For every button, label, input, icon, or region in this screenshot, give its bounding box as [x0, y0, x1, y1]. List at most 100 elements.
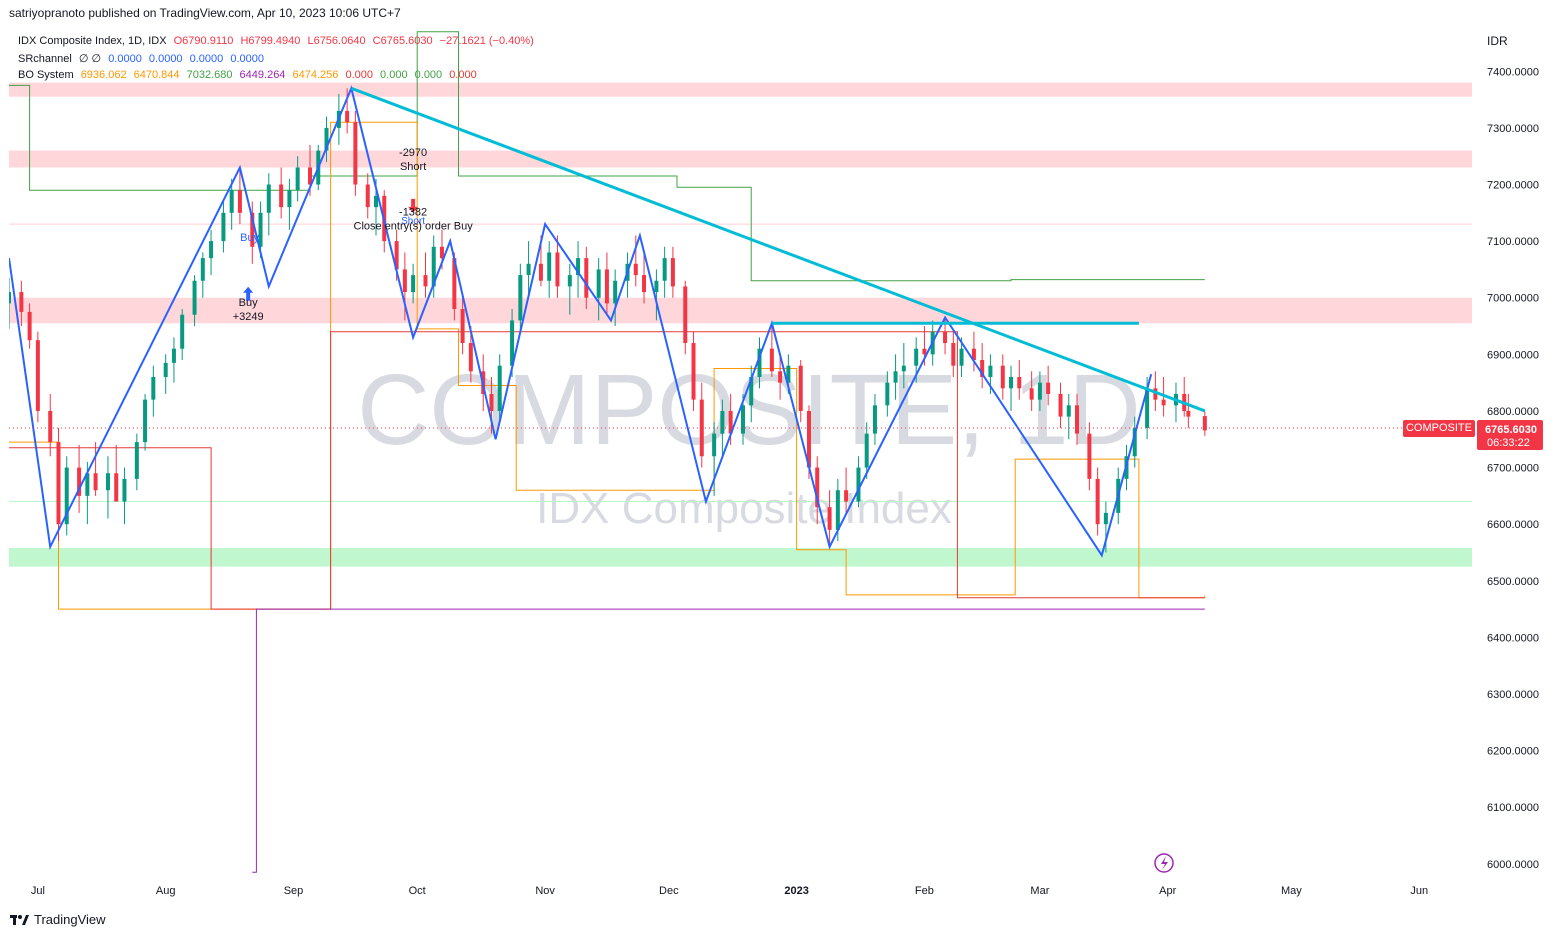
- watermark: COMPOSITE, 1D IDX Composite Index: [357, 354, 1140, 533]
- sr-zones: [9, 82, 1472, 567]
- candle-body: [555, 252, 560, 287]
- price-tick-label: 6100.0000: [1487, 802, 1539, 814]
- candle-body: [1058, 393, 1063, 417]
- time-axis[interactable]: Jul Aug Sep Oct Nov Dec 2023 Feb Mar Apr May Jun: [9, 878, 1477, 908]
- time-tick-label: Apr: [1159, 885, 1176, 897]
- candle-body: [901, 365, 906, 372]
- candle-body: [163, 362, 168, 377]
- price-tick-label: 6300.0000: [1487, 689, 1539, 701]
- candle-body: [1029, 388, 1034, 400]
- price-axis[interactable]: IDR 7400.0000 7300.0000 7200.0000 7100.0000…: [1477, 26, 1563, 886]
- close-order-label-line: -1382: [399, 207, 427, 219]
- legend-srchannel-value: 0.0000: [189, 53, 224, 65]
- tradingview-logo-icon: [10, 914, 29, 925]
- candle-body: [786, 365, 791, 383]
- legend-bo-row[interactable]: BO System 6936.062 6470.844 7032.680 644…: [18, 69, 481, 81]
- legend-srchannel-value: 0.0000: [108, 53, 142, 65]
- candle-body: [596, 269, 601, 298]
- candle-body: [1075, 405, 1080, 434]
- candle-body: [209, 241, 214, 259]
- price-tick-label: 6800.0000: [1487, 406, 1539, 418]
- price-tick-label: 7300.0000: [1487, 123, 1539, 135]
- candle-body: [114, 473, 119, 502]
- candle-body: [122, 478, 127, 502]
- candle-body: [468, 343, 473, 372]
- candle-body: [778, 371, 783, 383]
- candle-body: [48, 410, 53, 443]
- short-profit-label: -2970 Short: [399, 147, 427, 173]
- candle-body: [221, 212, 226, 242]
- candle-body: [237, 190, 242, 213]
- legend-change: −27.1621 (−0.40%): [439, 35, 534, 47]
- candle-body: [798, 365, 803, 411]
- time-tick-label: 2023: [784, 885, 808, 897]
- time-tick-label: Mar: [1030, 885, 1049, 897]
- candle-body: [151, 376, 156, 400]
- candle-body: [914, 348, 919, 366]
- drawings[interactable]: [8, 85, 1206, 558]
- bo-red-line: [9, 331, 1205, 610]
- zigzag-line: [8, 85, 1153, 558]
- candle-body: [27, 311, 32, 341]
- legend-srchannel-value: 0.0000: [230, 53, 264, 65]
- legend-bo-value: 6936.062: [80, 69, 127, 81]
- price-tick-label: 6200.0000: [1487, 746, 1539, 758]
- candle-body: [864, 433, 869, 468]
- short-arrow-icon: [408, 198, 419, 213]
- candle-body: [971, 348, 976, 361]
- candle-body: [7, 292, 11, 304]
- footer[interactable]: TradingView: [10, 912, 106, 927]
- legend-bo-value: 6474.256: [292, 69, 339, 81]
- candle-body: [1202, 416, 1207, 431]
- symbol-tag: COMPOSITE: [1403, 420, 1475, 437]
- price-chart[interactable]: COMPOSITE, 1D IDX Composite Index Buy +32…: [7, 26, 1477, 878]
- legend-srchannel-row[interactable]: SRchannel ∅ ∅ 0.0000 0.0000 0.0000 0.000…: [18, 52, 268, 65]
- candle-body: [402, 269, 407, 293]
- candle-body: [279, 184, 284, 208]
- legend-bo-value: 0.000: [449, 69, 477, 81]
- price-tick-label: 6900.0000: [1487, 349, 1539, 361]
- candle-body: [1103, 512, 1108, 525]
- price-tick-label: 7400.0000: [1487, 66, 1539, 78]
- last-price-value: 6765.6030: [1485, 424, 1537, 436]
- candle-body: [192, 280, 197, 315]
- candle-body: [64, 467, 69, 525]
- legend-symbol-row[interactable]: IDX Composite Index, 1D, IDX O6790.9110 …: [18, 35, 538, 47]
- candle-body: [308, 167, 313, 185]
- candle-body: [1132, 427, 1137, 457]
- candle-body: [324, 127, 329, 151]
- legend-bo-value: 0.000: [345, 69, 373, 81]
- candle-body: [497, 365, 502, 411]
- price-axis-ticks: 7400.0000 7300.0000 7200.0000 7100.0000 7000…: [1487, 66, 1539, 870]
- candle-body: [815, 467, 820, 508]
- candle-body: [143, 399, 148, 443]
- short-profit-label-line: Short: [400, 161, 426, 173]
- candle-body: [439, 246, 444, 259]
- candle-body: [1145, 388, 1150, 428]
- legend-srchannel-params: ∅ ∅: [78, 53, 102, 65]
- candle-body: [518, 275, 523, 321]
- candle-body: [547, 252, 552, 281]
- candle-body: [959, 348, 964, 366]
- price-axis-currency: IDR: [1487, 34, 1508, 48]
- candle-body: [806, 410, 811, 468]
- candle-body: [365, 184, 370, 208]
- candle-body: [856, 467, 861, 502]
- buy-label: Buy: [240, 232, 259, 244]
- time-tick-label: Jul: [31, 885, 45, 897]
- candle-body: [576, 258, 581, 276]
- candle-body: [1037, 382, 1042, 400]
- candle-body: [885, 382, 890, 406]
- candle-body: [180, 314, 185, 349]
- candle-body: [411, 275, 416, 293]
- alert-icon[interactable]: [1154, 853, 1174, 873]
- candle-body: [951, 343, 956, 366]
- candle-body: [741, 405, 745, 434]
- candle-body: [431, 246, 436, 287]
- price-tick-label: 6700.0000: [1487, 463, 1539, 475]
- legend-srchannel-value: 0.0000: [148, 53, 183, 65]
- chart-area[interactable]: COMPOSITE, 1D IDX Composite Index Buy +32…: [7, 26, 1477, 878]
- bo-purple-line: [252, 608, 1205, 873]
- candle-body: [1186, 410, 1191, 417]
- time-tick-label: Feb: [915, 885, 934, 897]
